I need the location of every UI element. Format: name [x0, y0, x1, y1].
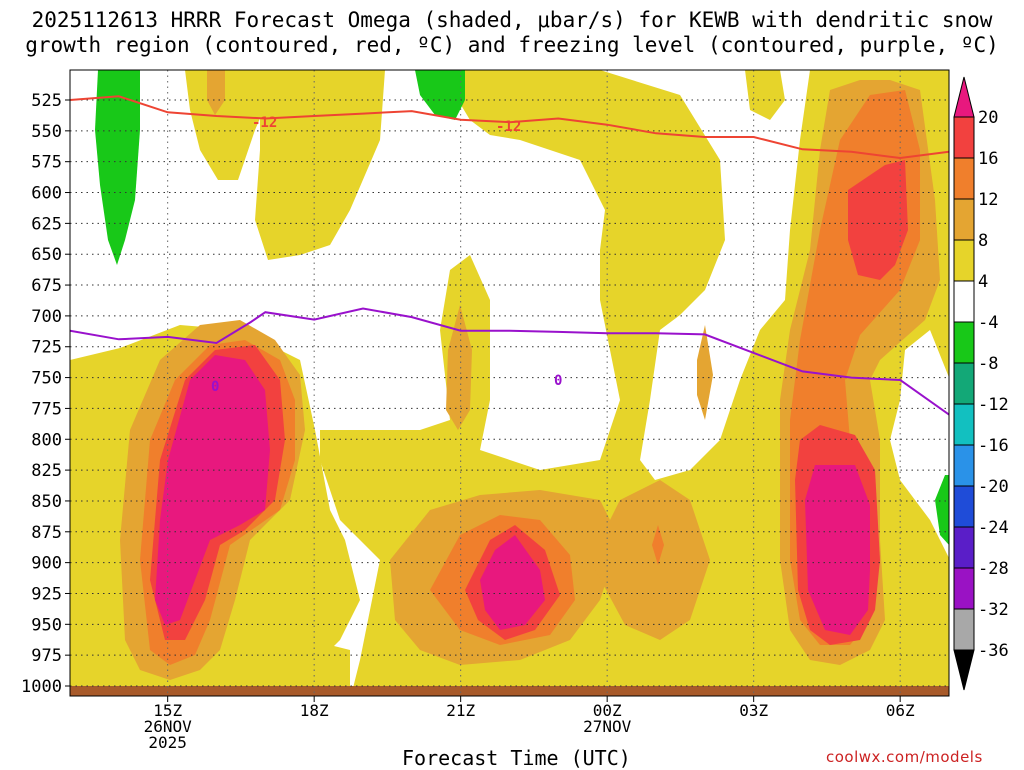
x-axis-title: Forecast Time (UTC) [402, 746, 631, 770]
omega-20-core-15z [155, 355, 270, 625]
chart-title-line-2: growth region (contoured, red, ºC) and f… [25, 33, 999, 57]
x-tick-label-21-0: 21Z [446, 701, 475, 720]
omega-20-core-04z [805, 465, 870, 635]
colorbar-label-16: 16 [978, 149, 998, 169]
contour-lines: -12 -12 0 0 [70, 95, 949, 416]
x-tick-label-24-0: 00Z [593, 701, 622, 720]
colorbar-label--20: -20 [978, 477, 1009, 497]
y-tick-label-850: 850 [31, 492, 62, 512]
omega-12-band-00z [652, 525, 664, 565]
y-tick-label-875: 875 [31, 523, 62, 543]
x-tick-label-15-1: 26NOV [144, 717, 193, 736]
y-tick-label-650: 650 [31, 245, 62, 265]
y-tick-label-825: 825 [31, 461, 62, 481]
x-tick-label-30-0: 06Z [886, 701, 915, 720]
omega-4-band-upper-15z [185, 70, 270, 180]
omega-8-band-16z-top [207, 70, 225, 115]
colorbar-band--32 [953, 608, 975, 651]
y-tick-label-525: 525 [31, 91, 62, 111]
colorbar-band--20 [953, 485, 975, 528]
colorbar-label-4: 4 [978, 272, 988, 292]
x-tick-label-27-0: 03Z [739, 701, 768, 720]
gridlines [70, 70, 949, 696]
colorbar-band--4 [953, 321, 975, 364]
colorbar-label--8: -8 [978, 354, 998, 374]
omega-16-band-05z-upper [848, 160, 908, 280]
omega-8-band-21z [446, 305, 472, 430]
colorbar-label--28: -28 [978, 559, 1009, 579]
x-tick-label-18-0: 18Z [300, 701, 329, 720]
freezing-level-zero-contour [70, 307, 949, 416]
colorbar-label--12: -12 [978, 395, 1009, 415]
y-tick-label-725: 725 [31, 338, 62, 358]
colorbar-band-16 [953, 157, 975, 200]
colorbar-label--24: -24 [978, 518, 1009, 538]
y-tick-label-575: 575 [31, 153, 62, 173]
colorbar: 20 16 12 8 4 -4 -8 -12 -16 -20 -24 -28 -32 -36 [953, 76, 1009, 691]
y-tick-label-675: 675 [31, 276, 62, 296]
omega-8-band-01z [697, 325, 713, 420]
colorbar-band--16 [953, 444, 975, 487]
contour-label-minus12-a: -12 [252, 115, 277, 131]
colorbar-label--36: -36 [978, 641, 1009, 661]
contour-label-zero-b: 0 [554, 373, 562, 389]
terrain [70, 686, 949, 696]
colorbar-top-triangle [953, 76, 975, 118]
colorbar-band--24 [953, 526, 975, 569]
omega-20-core-22z [480, 535, 545, 630]
colorbar-label--4: -4 [978, 313, 998, 333]
omega-minus4-region-06z [935, 475, 949, 545]
credit-text: coolwx.com/models [826, 748, 983, 766]
y-tick-label-950: 950 [31, 615, 62, 635]
y-tick-label-700: 700 [31, 307, 62, 327]
omega-minus4-region-20z [415, 70, 465, 120]
omega-minus4-region-14z [95, 70, 140, 265]
y-tick-label-800: 800 [31, 430, 62, 450]
omega-shading [70, 70, 949, 696]
y-tick-label-900: 900 [31, 554, 62, 574]
colorbar-label-12: 12 [978, 190, 998, 210]
contour-label-zero-a: 0 [211, 379, 219, 395]
y-tick-label-775: 775 [31, 399, 62, 419]
chart-title-line-1: 2025112613 HRRR Forecast Omega (shaded, … [31, 8, 993, 32]
colorbar-band--8 [953, 362, 975, 405]
colorbar-band-8 [953, 239, 975, 282]
colorbar-label-20: 20 [978, 108, 998, 128]
y-tick-label-750: 750 [31, 369, 62, 389]
colorbar-band-12 [953, 198, 975, 241]
colorbar-band-20 [953, 116, 975, 159]
colorbar-label--16: -16 [978, 436, 1009, 456]
colorbar-band-4 [953, 280, 975, 323]
x-tick-label-24-1: 27NOV [583, 717, 632, 736]
colorbar-label--32: -32 [978, 600, 1009, 620]
y-tick-label-600: 600 [31, 184, 62, 204]
colorbar-label-8: 8 [978, 231, 988, 251]
contour-label-minus12-b: -12 [496, 119, 521, 135]
omega-20-shading [155, 355, 870, 635]
y-tick-label-975: 975 [31, 646, 62, 666]
y-tick-label-625: 625 [31, 214, 62, 234]
dendritic-growth-minus12-contour [70, 95, 949, 160]
plot-frame [69, 69, 950, 697]
colorbar-band--28 [953, 567, 975, 610]
omega-minus4-shading [95, 70, 949, 545]
y-tick-label-550: 550 [31, 122, 62, 142]
y-axis: 525 550 575 600 625 650 675 700 725 750 775 800 825 8… [21, 91, 70, 697]
x-tick-label-15-0: 15Z [153, 701, 182, 720]
omega-8-band-00z [590, 480, 710, 640]
omega-4-band-bottom [230, 640, 350, 696]
y-tick-label-925: 925 [31, 584, 62, 604]
colorbar-band--12 [953, 403, 975, 446]
contour-label-group: -12 -12 0 0 [211, 115, 562, 395]
x-tick-label-15-2: 2025 [148, 733, 187, 752]
omega-4-band-right-edge [745, 70, 785, 120]
y-tick-label-1000: 1000 [21, 677, 62, 697]
colorbar-bottom-triangle [953, 649, 975, 691]
